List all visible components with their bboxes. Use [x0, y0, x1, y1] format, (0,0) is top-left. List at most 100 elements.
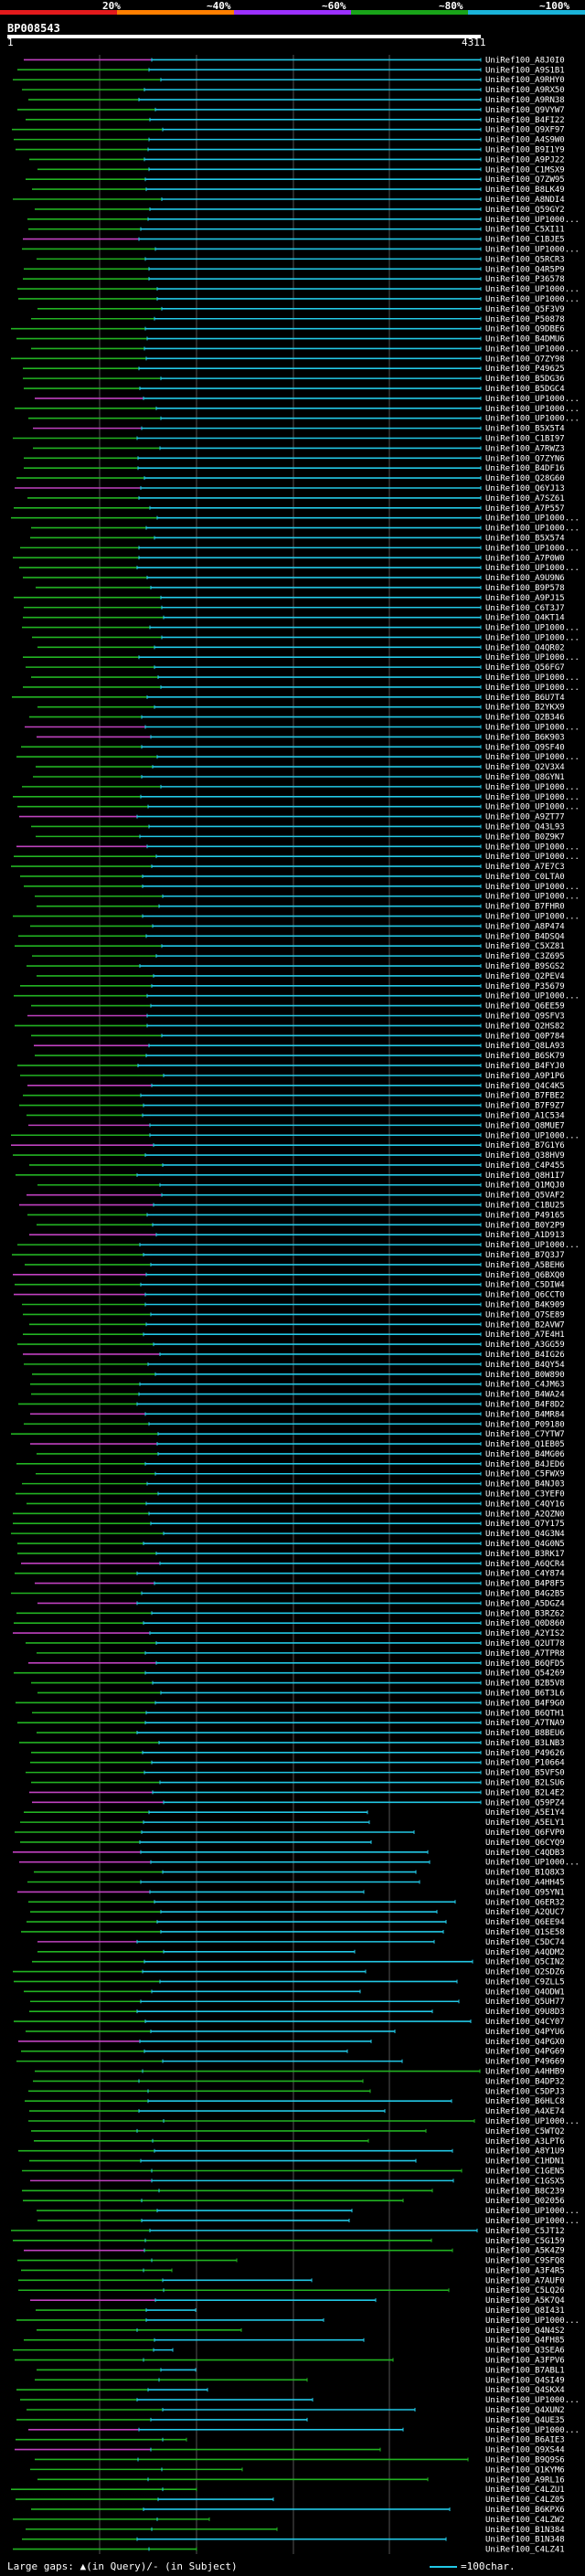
hit-row[interactable]: UniRef100_Q1SE58	[21, 1928, 565, 1937]
hit-row[interactable]: UniRef100_B6QTH1	[32, 1709, 565, 1718]
hit-row[interactable]: UniRef100_Q8GYN1	[33, 773, 565, 782]
hit-row[interactable]: UniRef100_Q0P784	[31, 1032, 565, 1041]
hit-label[interactable]: UniRef100_A8NDI4	[485, 196, 565, 205]
hit-row[interactable]: UniRef100_A4HH45	[27, 1878, 565, 1887]
hit-label[interactable]: UniRef100_Q8LA93	[485, 1042, 565, 1051]
hit-row[interactable]: UniRef100_A8J0I0	[24, 56, 565, 65]
hit-label[interactable]: UniRef100_UP1000...	[485, 2217, 580, 2226]
hit-row[interactable]: UniRef100_A2QUC7	[30, 1908, 565, 1917]
hit-label[interactable]: UniRef100_A3LPT6	[485, 2137, 565, 2147]
hit-row[interactable]: UniRef100_UP1000...	[17, 1241, 580, 1250]
hit-row[interactable]: UniRef100_Q2HS82	[15, 1022, 565, 1031]
hit-label[interactable]: UniRef100_UP1000...	[485, 395, 580, 404]
hit-row[interactable]: UniRef100_Q59GY2	[35, 206, 565, 215]
hit-label[interactable]: UniRef100_Q4SI49	[485, 2376, 565, 2385]
hit-label[interactable]: UniRef100_B7ABL1	[485, 2366, 565, 2375]
hit-row[interactable]: UniRef100_B9SGS2	[27, 962, 565, 971]
hit-row[interactable]: UniRef100_B9I1Y9	[16, 146, 565, 155]
hit-row[interactable]: UniRef100_B4DSQ4	[18, 932, 565, 941]
hit-label[interactable]: UniRef100_B8C239	[485, 2187, 565, 2196]
hit-row[interactable]: UniRef100_Q2B346	[29, 714, 565, 723]
hit-label[interactable]: UniRef100_A3FPV6	[485, 2357, 565, 2366]
hit-label[interactable]: UniRef100_UP1000...	[485, 893, 580, 902]
hit-label[interactable]: UniRef100_Q2HS82	[485, 1022, 565, 1031]
hit-label[interactable]: UniRef100_Q6CYQ9	[485, 1839, 565, 1848]
hit-row[interactable]: UniRef100_UP1000...	[19, 564, 580, 573]
hit-row[interactable]: UniRef100_A4XE74	[29, 2107, 565, 2116]
hit-label[interactable]: UniRef100_P49625	[485, 365, 565, 374]
hit-row[interactable]: UniRef100_Q4N4S2	[37, 2327, 565, 2336]
hit-row[interactable]: UniRef100_UP1000...	[22, 783, 580, 792]
hit-row[interactable]: UniRef100_C5FWX9	[36, 1470, 565, 1479]
hit-row[interactable]: UniRef100_P49165	[27, 1211, 565, 1220]
hit-label[interactable]: UniRef100_Q4R5P9	[485, 265, 565, 274]
hit-row[interactable]: UniRef100_A9S1B1	[17, 66, 565, 75]
hit-row[interactable]: UniRef100_C1BI97	[13, 435, 565, 444]
hit-row[interactable]: UniRef100_B4F8D2	[18, 1400, 565, 1409]
hit-row[interactable]: UniRef100_A9PJ15	[14, 594, 565, 603]
hit-row[interactable]: UniRef100_B1N348	[22, 2536, 565, 2545]
hit-row[interactable]: UniRef100_Q2PEV4	[37, 972, 565, 981]
hit-label[interactable]: UniRef100_Q9DBE6	[485, 325, 565, 334]
hit-label[interactable]: UniRef100_B6HLC8	[485, 2097, 565, 2106]
hit-label[interactable]: UniRef100_Q5F3V9	[485, 305, 565, 314]
hit-label[interactable]: UniRef100_A8Y1U9	[485, 2147, 565, 2157]
hit-label[interactable]: UniRef100_Q5VAF2	[485, 1192, 565, 1201]
hit-label[interactable]: UniRef100_A7E4H1	[485, 1330, 565, 1340]
hit-label[interactable]: UniRef100_B4K909	[485, 1301, 565, 1310]
hit-label[interactable]: UniRef100_UP1000...	[485, 803, 580, 812]
hit-row[interactable]: UniRef100_B6SK79	[35, 1052, 565, 1061]
hit-label[interactable]: UniRef100_Q7ZYN6	[485, 454, 565, 463]
hit-row[interactable]: UniRef100_A5DGZ4	[37, 1599, 565, 1608]
hit-row[interactable]: UniRef100_A9U9N6	[23, 574, 565, 583]
hit-row[interactable]: UniRef100_Q4PGX0	[18, 2038, 565, 2047]
hit-row[interactable]: UniRef100_UP1000...	[23, 653, 580, 663]
hit-row[interactable]: UniRef100_Q4PG69	[21, 2048, 565, 2057]
hit-label[interactable]: UniRef100_C0LTA0	[485, 873, 565, 882]
hit-row[interactable]: UniRef100_C4Y874	[15, 1570, 565, 1579]
hit-row[interactable]: UniRef100_Q9DBE6	[11, 325, 565, 334]
hit-label[interactable]: UniRef100_Q3SEA6	[485, 2347, 565, 2356]
hit-label[interactable]: UniRef100_Q6EE59	[485, 1002, 565, 1012]
hit-row[interactable]: UniRef100_UP1000...	[22, 245, 580, 254]
hit-row[interactable]: UniRef100_P50878	[31, 315, 565, 324]
hit-row[interactable]: UniRef100_B4JED6	[16, 1460, 565, 1469]
hit-label[interactable]: UniRef100_UP1000...	[485, 673, 580, 683]
hit-label[interactable]: UniRef100_Q4PGX0	[485, 2038, 565, 2047]
hit-label[interactable]: UniRef100_B0W890	[485, 1371, 565, 1380]
hit-label[interactable]: UniRef100_A7P557	[485, 504, 565, 514]
hit-label[interactable]: UniRef100_Q28G60	[485, 474, 565, 483]
hit-row[interactable]: UniRef100_A7RWZ3	[33, 444, 565, 453]
hit-row[interactable]: UniRef100_Q4G3N4	[11, 1530, 565, 1539]
hit-row[interactable]: UniRef100_B1N384	[26, 2526, 565, 2535]
hit-row[interactable]: UniRef100_UP1000...	[16, 2316, 580, 2326]
hit-row[interactable]: UniRef100_B6KPX6	[31, 2506, 565, 2515]
hit-row[interactable]: UniRef100_Q6YJ13	[15, 484, 565, 493]
hit-row[interactable]: UniRef100_UP1000...	[16, 753, 580, 762]
hit-row[interactable]: UniRef100_Q6EE59	[31, 1002, 565, 1012]
hit-row[interactable]: UniRef100_Q1EB05	[30, 1440, 565, 1449]
hit-row[interactable]: UniRef100_A7P557	[14, 504, 565, 514]
hit-label[interactable]: UniRef100_C1MSX9	[485, 165, 565, 175]
hit-row[interactable]: UniRef100_Q4UE35	[16, 2416, 565, 2425]
hit-row[interactable]: UniRef100_UP1000...	[31, 525, 580, 534]
hit-row[interactable]: UniRef100_P36578	[23, 275, 565, 284]
hit-row[interactable]: UniRef100_A9RL16	[37, 2475, 565, 2485]
hit-label[interactable]: UniRef100_B6AIE3	[485, 2436, 565, 2445]
hit-row[interactable]: UniRef100_UP1000...	[18, 295, 580, 304]
hit-label[interactable]: UniRef100_Q4QR02	[485, 643, 565, 652]
hit-row[interactable]: UniRef100_A1D913	[29, 1231, 565, 1240]
hit-row[interactable]: UniRef100_B2B5V8	[31, 1680, 565, 1689]
hit-label[interactable]: UniRef100_A9PJ22	[485, 155, 565, 164]
hit-row[interactable]: UniRef100_Q7ZW95	[26, 175, 565, 185]
hit-label[interactable]: UniRef100_A1C534	[485, 1111, 565, 1120]
hit-label[interactable]: UniRef100_B6QTH1	[485, 1709, 565, 1718]
hit-label[interactable]: UniRef100_UP1000...	[485, 544, 580, 553]
hit-label[interactable]: UniRef100_B4FI22	[485, 116, 565, 125]
hit-label[interactable]: UniRef100_Q4PG69	[485, 2048, 565, 2057]
hit-label[interactable]: UniRef100_A4XE74	[485, 2107, 565, 2116]
hit-label[interactable]: UniRef100_P49165	[485, 1211, 565, 1220]
hit-label[interactable]: UniRef100_UP1000...	[485, 913, 580, 922]
hit-row[interactable]: UniRef100_UP1000...	[13, 913, 580, 922]
hit-label[interactable]: UniRef100_B4P8F5	[485, 1580, 565, 1589]
